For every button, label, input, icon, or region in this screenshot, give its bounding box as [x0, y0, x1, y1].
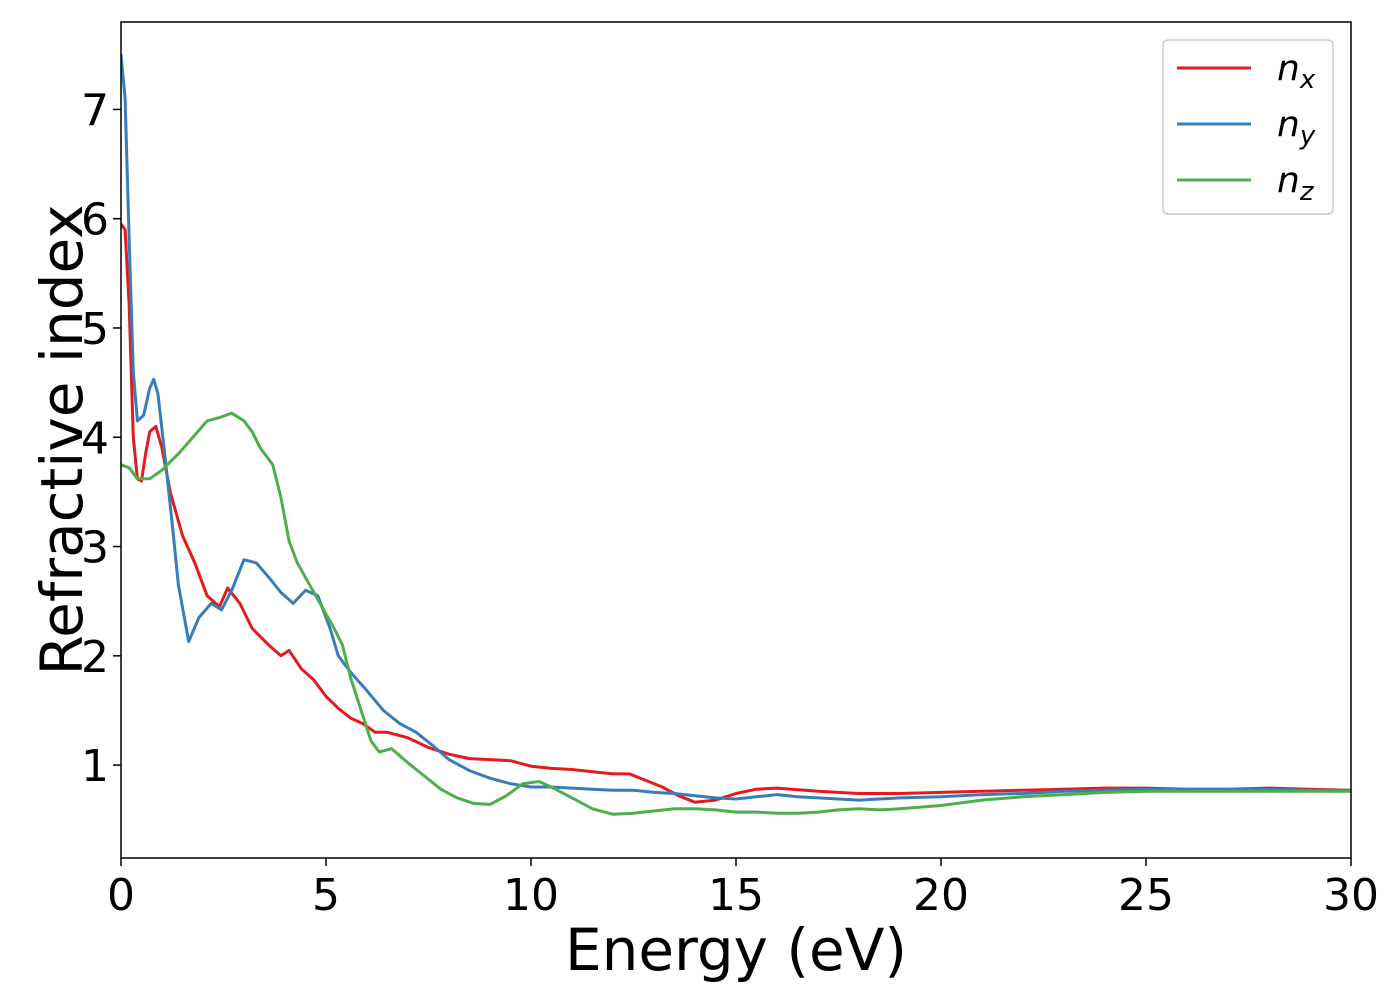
legend-box: [1162, 39, 1334, 215]
x-tick-label: 25: [1118, 870, 1174, 921]
x-tick-label: 5: [312, 870, 340, 921]
y-tick-label: 2: [81, 632, 109, 683]
y-tick-label: 6: [81, 195, 109, 246]
y-tick-label: 1: [81, 741, 109, 792]
x-tick-label: 10: [503, 870, 559, 921]
series-line-nz: [121, 411, 1351, 816]
series-line-nx: [121, 222, 1351, 804]
series-line-ny: [121, 53, 1351, 802]
x-tick-label: 0: [107, 870, 135, 921]
y-tick-label: 7: [81, 85, 109, 136]
y-axis-title: Refractive index: [28, 204, 96, 675]
x-tick-label: 20: [913, 870, 969, 921]
x-axis-title: Energy (eV): [565, 916, 907, 984]
y-tick-label: 5: [81, 304, 109, 355]
y-tick-label: 3: [81, 523, 109, 574]
y-tick-label: 4: [81, 413, 109, 464]
ticks-layer: 0 5 10 15 20 25 30 1 2 3 4 5 6 7: [81, 85, 1379, 921]
x-tick-label: 15: [708, 870, 764, 921]
x-tick-label: 30: [1323, 870, 1379, 921]
series-layer: [121, 53, 1351, 816]
